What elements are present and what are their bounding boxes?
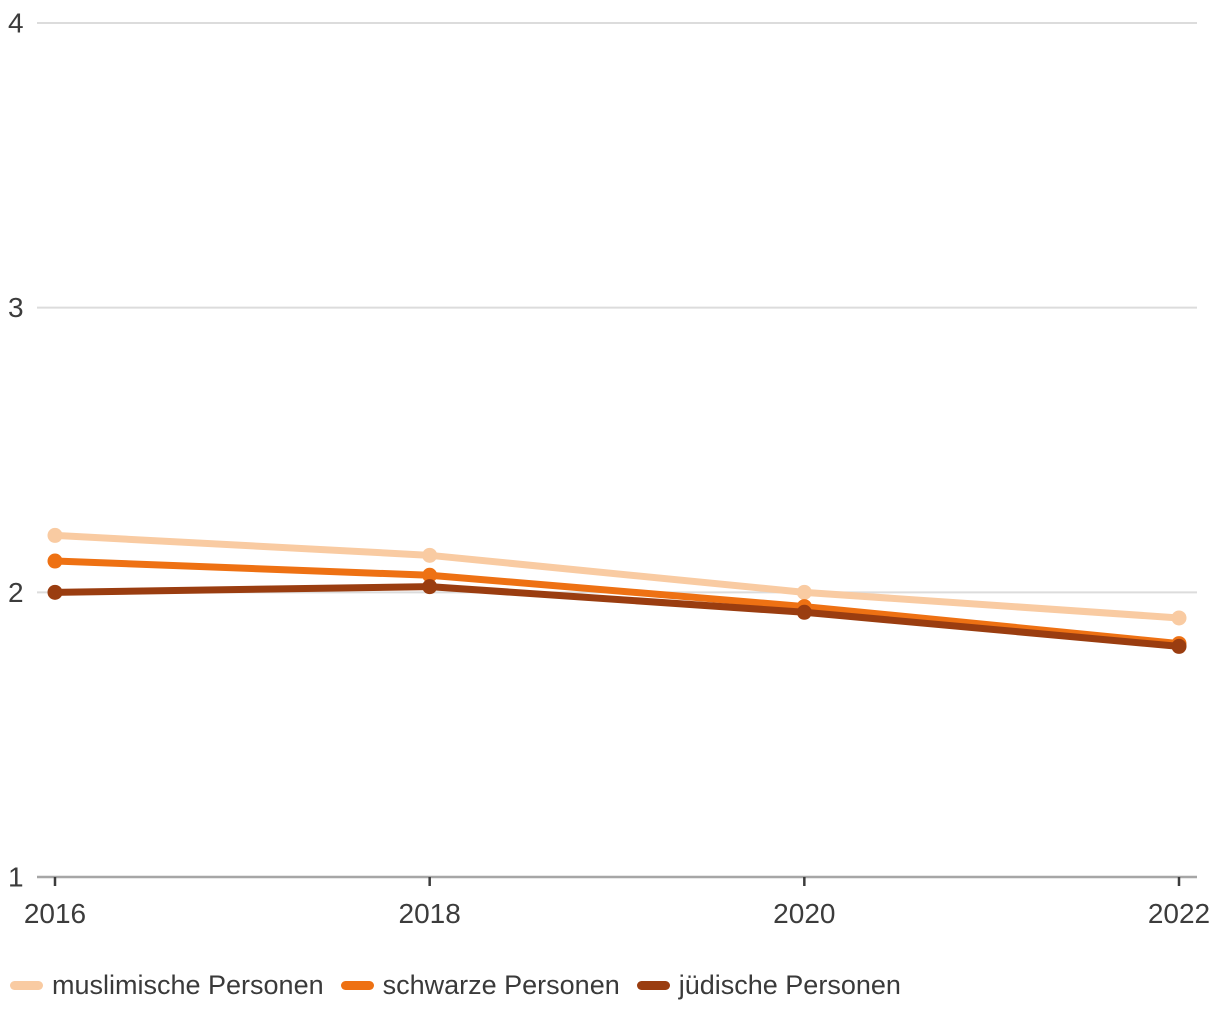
legend-item-muslimische-personen: muslimische Personen: [10, 969, 324, 1002]
y-axis-label: 2: [8, 577, 24, 608]
x-axis-label: 2018: [399, 898, 461, 929]
x-axis-label: 2020: [773, 898, 835, 929]
data-point: [796, 604, 812, 620]
data-point: [422, 547, 438, 563]
x-axis-label: 2016: [24, 898, 86, 929]
data-point: [796, 584, 812, 600]
data-point: [1171, 638, 1187, 654]
legend-label: muslimische Personen: [52, 970, 324, 1000]
series-line-2: [51, 583, 1183, 650]
data-point: [1171, 610, 1187, 626]
chart-legend: muslimische Personen schwarze Personen j…: [10, 969, 901, 1002]
data-point: [47, 527, 63, 543]
x-axis-label: 2022: [1148, 898, 1210, 929]
legend-swatch-icon: [636, 981, 670, 990]
line-chart: 1 2 3 4 2016 2018 2020 2022: [8, 8, 1210, 930]
legend-swatch-icon: [340, 981, 374, 990]
data-point: [422, 579, 438, 595]
series-line-0: [51, 531, 1183, 622]
data-point: [47, 553, 63, 569]
data-point: [47, 584, 63, 600]
legend-swatch-icon: [10, 981, 43, 990]
data-point: [422, 567, 438, 583]
y-axis-label: 3: [8, 292, 24, 323]
y-axis-label: 4: [8, 8, 24, 39]
y-axis-label: 1: [8, 862, 24, 893]
legend-item-juedische-personen: jüdische Personen: [636, 969, 901, 1002]
series-line-1: [51, 557, 1183, 648]
legend-label: schwarze Personen: [382, 970, 620, 1000]
legend-item-schwarze-personen: schwarze Personen: [340, 969, 620, 1002]
legend-label: jüdische Personen: [678, 970, 901, 1000]
